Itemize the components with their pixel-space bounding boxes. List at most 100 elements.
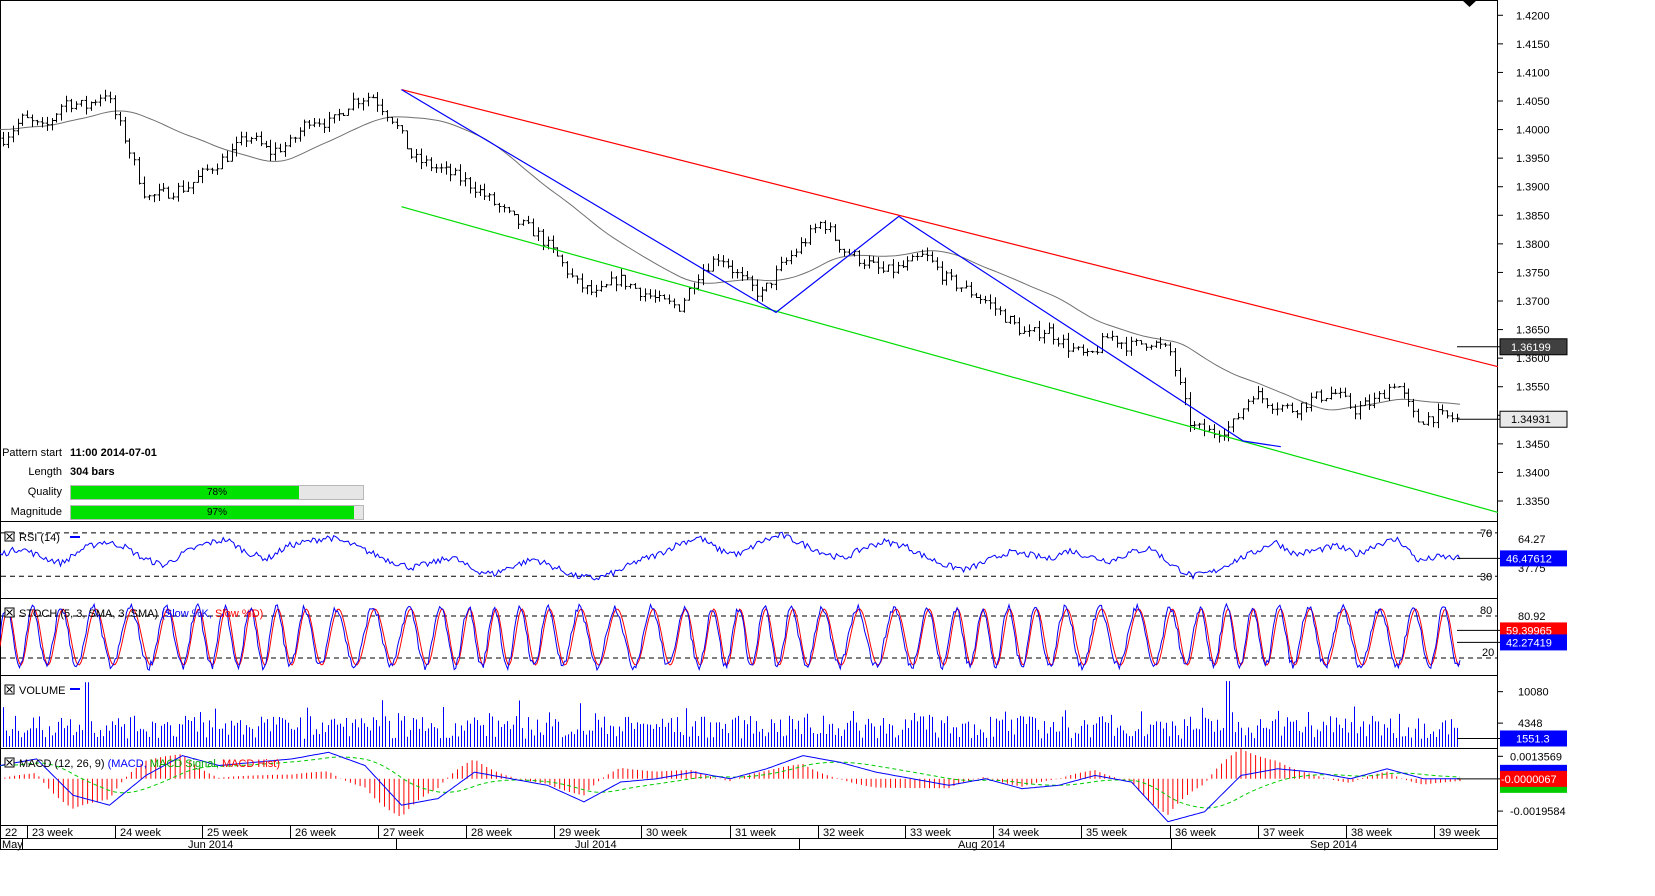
volume-title: VOLUME [19, 685, 65, 697]
week-label: 25 week [207, 827, 248, 839]
y-tick-label: 1.3350 [1516, 496, 1550, 508]
stoch-title: STOCH (5, 3, SMA, 3, SMA) (Slow %K, Slow… [19, 608, 263, 620]
moving-average-line [0, 110, 1461, 411]
length-label: Length [28, 466, 62, 478]
macd-value-text: -0.0000067 [1501, 774, 1557, 786]
rsi-level-label: 70 [1480, 528, 1492, 540]
stoch-tick-label: 80.92 [1518, 611, 1546, 623]
volume-value-box [1500, 730, 1567, 747]
week-label: 31 week [735, 827, 776, 839]
channel-pattern [401, 88, 1499, 514]
magnitude-value: 97% [206, 507, 227, 518]
macd-legend-macd: (MACD, [108, 758, 150, 770]
week-label: 22 [5, 827, 17, 839]
magnitude-bar: 97% [70, 505, 364, 520]
current-price-label-box [1499, 410, 1568, 428]
week-label: 38 week [1351, 827, 1392, 839]
y-tick-label: 1.3800 [1516, 239, 1550, 251]
month-label: Jul 2014 [575, 839, 617, 851]
rsi-checkbox-mark [6, 533, 13, 540]
stoch-k-line [0, 602, 1461, 672]
rsi-value-box [1500, 550, 1567, 567]
current-price-label-text: 1.34931 [1511, 414, 1551, 426]
length-value: 304 bars [70, 466, 115, 478]
month-label: Aug 2014 [958, 839, 1005, 851]
main-panel-frame [0, 0, 1498, 522]
month-label: Sep 2014 [1310, 839, 1357, 851]
macd-tick-label: 0.0013569 [1510, 751, 1562, 763]
x-axis-frame [0, 825, 1498, 850]
resistance-line [401, 88, 1499, 368]
month-label: Jun 2014 [188, 839, 233, 851]
macd-panel: 0.0013569 -0.0019584 -0.0000067 MACD (12, 2… [0, 748, 1567, 823]
y-tick-label: 1.3550 [1516, 382, 1550, 394]
week-label: 23 week [32, 827, 73, 839]
macd-value-box [1500, 770, 1567, 787]
magnitude-label: Magnitude [10, 506, 62, 518]
week-label: 34 week [998, 827, 1039, 839]
ma-price-label-text: 1.36199 [1511, 342, 1551, 354]
panel-frames [0, 0, 1498, 850]
week-label: 35 week [1086, 827, 1127, 839]
ma-price-label-box [1499, 338, 1568, 356]
volume-tick-label: 10080 [1518, 687, 1549, 699]
volume-tick-label: 4348 [1518, 718, 1542, 730]
stoch-legend-k: (Slow %K, [161, 608, 215, 620]
y-tick-label: 1.4050 [1516, 96, 1550, 108]
dropdown-marker-icon[interactable] [1462, 0, 1477, 7]
stoch-d-text: 42.27419 [1506, 637, 1552, 649]
pattern-start-value: 11:00 2014-07-01 [70, 447, 157, 459]
magnitude-bar-fill [71, 506, 355, 519]
week-label: 27 week [383, 827, 424, 839]
week-label: 39 week [1439, 827, 1480, 839]
stoch-level-label: 80 [1480, 605, 1492, 617]
y-tick-label: 1.4150 [1516, 39, 1550, 51]
stoch-d-line [0, 608, 1461, 666]
week-label: 37 week [1263, 827, 1304, 839]
macd-legend-signal: MACD Signal, [150, 758, 222, 770]
y-tick-label: 1.4100 [1516, 67, 1550, 79]
zigzag-line [401, 89, 1281, 448]
y-tick-label: 1.3650 [1516, 325, 1550, 337]
macd-checkbox-mark [6, 759, 13, 766]
week-label: 29 week [559, 827, 600, 839]
rsi-level-label: 30 [1480, 571, 1492, 583]
quality-value: 78% [206, 487, 227, 498]
week-label: 30 week [646, 827, 687, 839]
macd-title-text: MACD (12, 26, 9) [19, 758, 108, 770]
stoch-legend-d: Slow %D) [215, 608, 263, 620]
stoch-title-text: STOCH (5, 3, SMA, 3, SMA) [19, 608, 161, 620]
price-bars [1, 89, 1460, 443]
y-tick-label: 1.3600 [1516, 353, 1550, 365]
week-label: 32 week [823, 827, 864, 839]
stoch-d-box [1500, 634, 1567, 651]
y-tick-label: 1.3950 [1516, 153, 1550, 165]
rsi-tick-label: 64.27 [1518, 534, 1546, 546]
week-label: 26 week [295, 827, 336, 839]
rsi-line [0, 531, 1461, 581]
volume-checkbox-mark [6, 686, 13, 693]
support-line [401, 206, 1499, 514]
y-tick-label: 1.3450 [1516, 439, 1550, 451]
y-tick-label: 1.3900 [1516, 182, 1550, 194]
macd-legend-hist: MACD Hist) [222, 758, 280, 770]
macd-macd-box [1500, 764, 1567, 775]
stoch-checkbox-mark [6, 609, 13, 616]
ma-line [0, 110, 1461, 411]
x-axis: 22 23 week 24 week 25 week 26 week 27 week 28 … [2, 826, 1480, 851]
y-tick-label: 1.4000 [1516, 125, 1550, 137]
volume-value-text: 1551.3 [1516, 733, 1550, 745]
macd-title: MACD (12, 26, 9) (MACD, MACD Signal, MAC… [19, 758, 280, 770]
macd-signal-box [1500, 782, 1567, 793]
main-price-labels: 1.36199 1.34931 [1457, 338, 1568, 428]
week-label: 28 week [471, 827, 512, 839]
y-tick-label: 1.3850 [1516, 210, 1550, 222]
macd-tick-label: -0.0019584 [1510, 806, 1566, 818]
volume-panel: 10080 4348 1551.3 VOLUME [3, 681, 1567, 747]
week-label: 33 week [910, 827, 951, 839]
pattern-start-label: Pattern start [2, 447, 62, 459]
rsi-title: RSI (14) [19, 532, 60, 544]
quality-label: Quality [27, 486, 62, 498]
